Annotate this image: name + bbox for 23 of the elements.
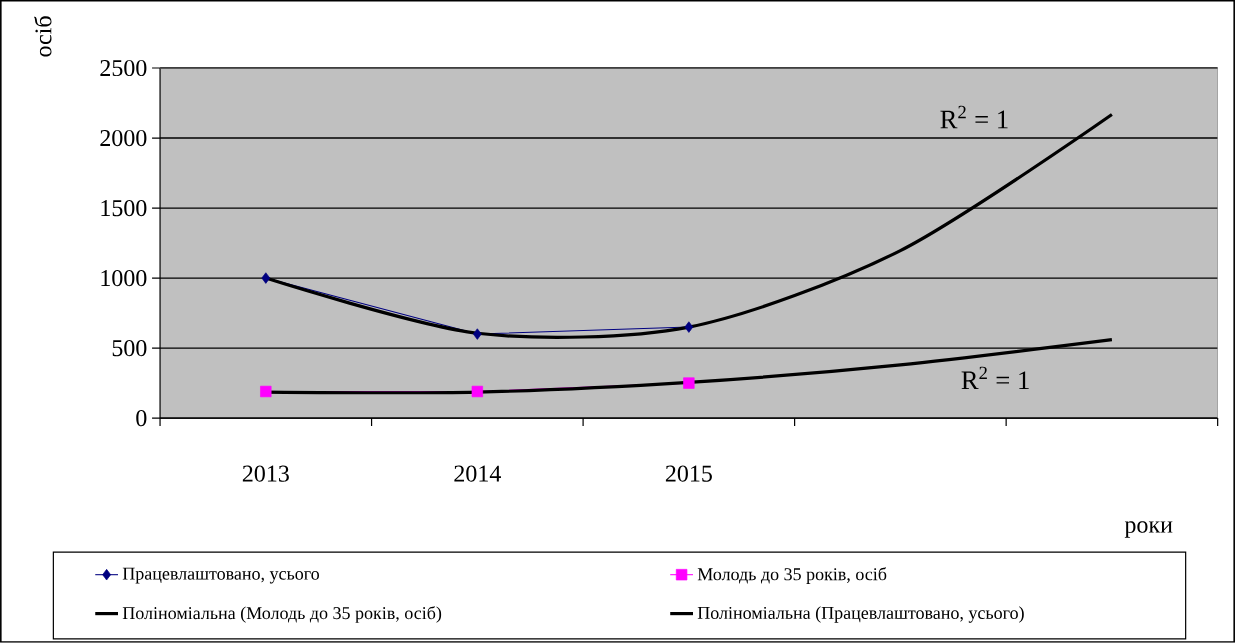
y-tick-label: 2500 <box>100 60 147 77</box>
legend-label: Поліноміальна (Молодь до 35 років, осіб) <box>122 606 442 623</box>
annotation: R$^{2}$ = 1 <box>940 105 1008 129</box>
point <box>473 328 482 340</box>
legend-label: Поліноміальна (Працевлаштовано, усього) <box>697 606 1024 623</box>
y-axis-title: осіб <box>34 16 52 57</box>
y-tick-label: 0 <box>136 410 147 427</box>
y-tick-label: 1000 <box>101 270 147 287</box>
x-tick-label: 2015 <box>665 465 712 482</box>
annotation: R$^{2}$ = 1 <box>961 366 1029 390</box>
x-tick-label: 2013 <box>242 465 289 482</box>
point <box>471 385 484 398</box>
y-tick-label: 1500 <box>101 200 147 217</box>
point <box>260 385 272 398</box>
x-tick-label: 2014 <box>454 465 501 482</box>
point <box>683 377 695 389</box>
legend-label: Працевлаштовано, усього <box>122 567 320 584</box>
point <box>261 272 271 284</box>
y-tick-label: 2000 <box>100 130 147 147</box>
y-tick-label: 500 <box>112 340 147 357</box>
point <box>684 321 694 333</box>
x-axis-title: роки <box>1124 521 1173 538</box>
legend-label: Молодь до 35 років, осіб <box>697 567 887 585</box>
